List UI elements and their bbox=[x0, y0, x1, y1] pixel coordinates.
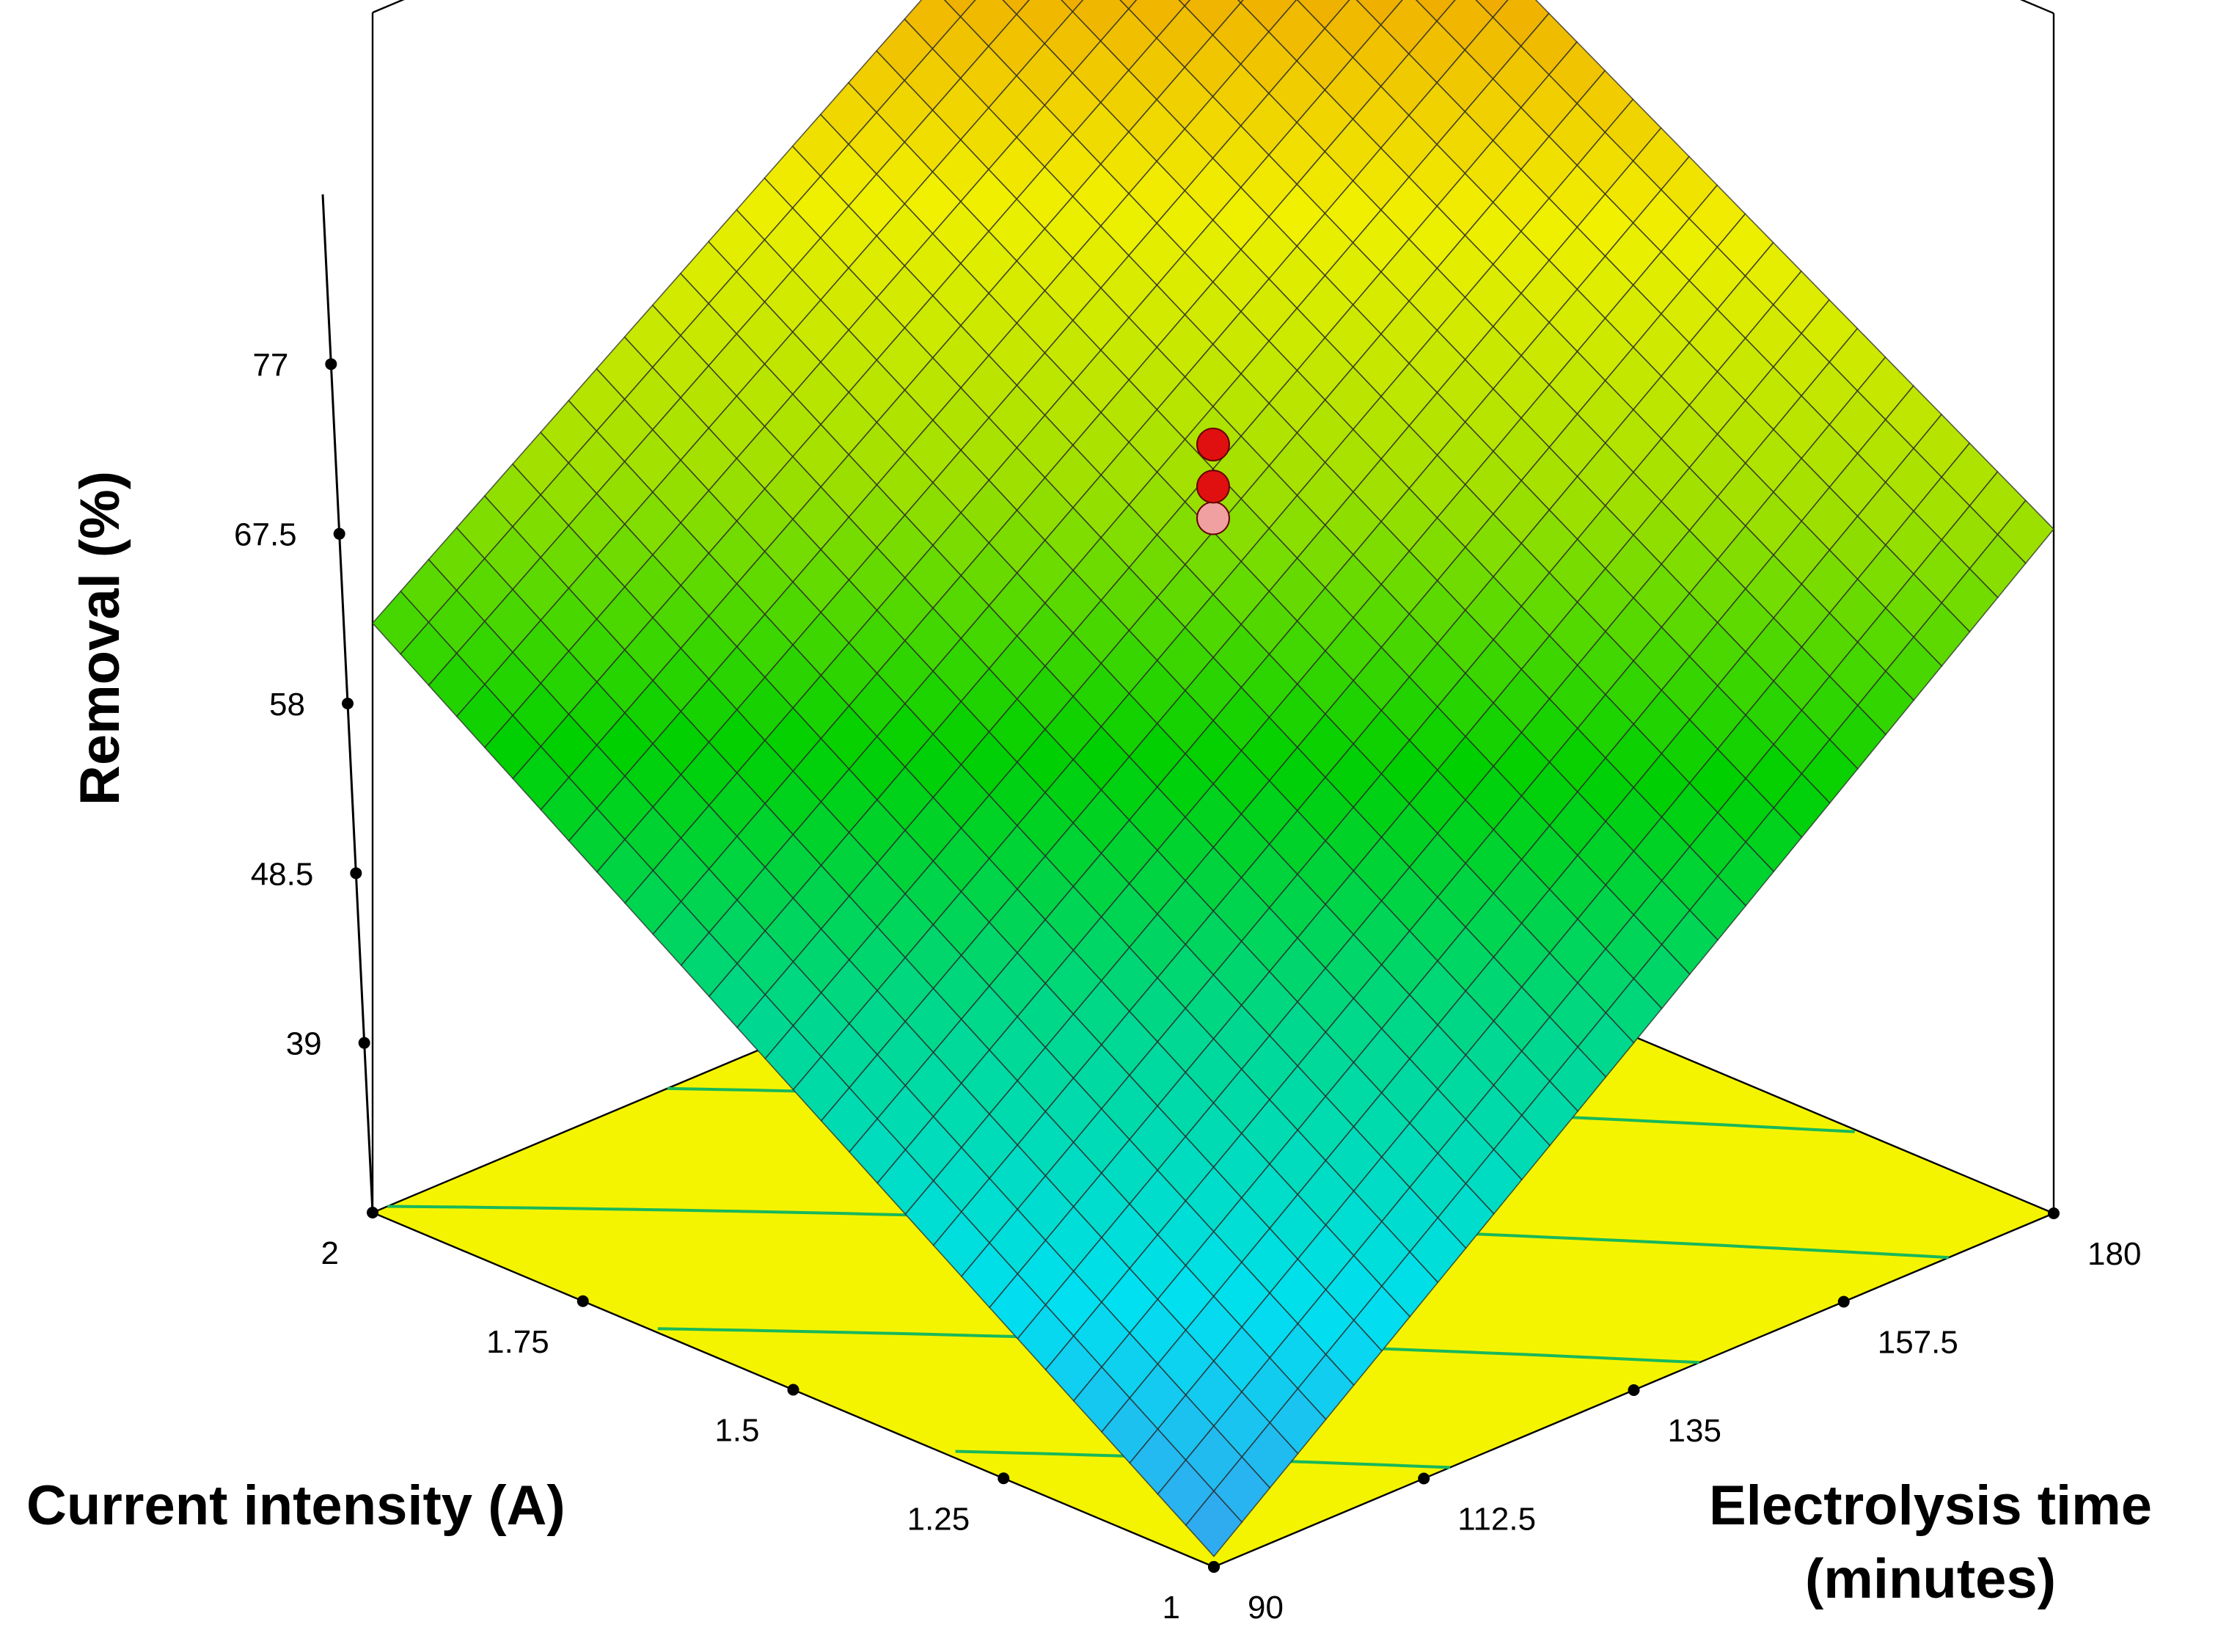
design-point bbox=[1196, 469, 1230, 504]
x-tick-mark bbox=[998, 1472, 1010, 1485]
y-axis-title: Electrolysis time (minutes) bbox=[1709, 1474, 2152, 1610]
z-tick-mark bbox=[358, 1037, 370, 1049]
y-tick-label: 135 bbox=[1668, 1413, 1721, 1449]
surface-cell bbox=[943, 0, 976, 18]
y-tick-label: 180 bbox=[2087, 1236, 2141, 1272]
x-tick-label: 2 bbox=[321, 1235, 339, 1271]
z-tick-mark bbox=[350, 867, 362, 880]
y-tick-mark bbox=[1208, 1561, 1220, 1573]
x-tick-label: 1.5 bbox=[714, 1413, 759, 1449]
surface-cell bbox=[1185, 1490, 1243, 1557]
x-tick-mark bbox=[367, 1207, 378, 1218]
y-axis-title-line: Electrolysis time bbox=[1709, 1474, 2152, 1537]
design-point bbox=[1196, 427, 1230, 461]
y-tick-label: 90 bbox=[1248, 1590, 1284, 1626]
design-point bbox=[1196, 501, 1230, 536]
z-tick-label: 58 bbox=[269, 687, 305, 723]
z-tick-label: 67.5 bbox=[234, 517, 297, 553]
y-tick-label: 112.5 bbox=[1457, 1502, 1536, 1538]
x-axis-title: Current intensity (A) bbox=[26, 1474, 566, 1537]
z-tick-label: 48.5 bbox=[251, 856, 314, 892]
design-points bbox=[1196, 427, 1230, 536]
y-tick-mark bbox=[1628, 1384, 1640, 1396]
z-axis-title: Removal (%) bbox=[69, 471, 131, 805]
surface-cell bbox=[1060, 0, 1084, 13]
y-tick-label: 157.5 bbox=[1878, 1325, 1958, 1361]
x-tick-mark bbox=[577, 1295, 589, 1307]
z-tick-mark bbox=[342, 698, 354, 709]
z-tick-label: 39 bbox=[286, 1026, 322, 1062]
x-tick-label: 1.75 bbox=[486, 1324, 549, 1360]
y-tick-mark bbox=[1418, 1472, 1430, 1485]
axis-ticks: 39 48.5 58 67.5 77 2 1.75 1.5 1.25 1 90 112.5 135 157… bbox=[234, 347, 2141, 1626]
response-surface bbox=[371, 0, 2055, 1557]
surface-cell bbox=[1475, 0, 1509, 18]
x-tick-label: 1.25 bbox=[907, 1501, 970, 1537]
surface-cell bbox=[1178, 0, 1191, 7]
surface-cell bbox=[1002, 0, 1031, 15]
y-tick-mark bbox=[2048, 1207, 2060, 1219]
z-tick-mark bbox=[325, 358, 337, 370]
surface-cell bbox=[1119, 0, 1138, 10]
z-tick-label: 77 bbox=[252, 347, 288, 383]
x-tick-label: 1 bbox=[1163, 1590, 1180, 1626]
x-tick-mark bbox=[787, 1384, 799, 1396]
z-tick-mark bbox=[333, 527, 345, 540]
y-tick-mark bbox=[1837, 1295, 1850, 1308]
y-axis-title-line: (minutes) bbox=[1805, 1548, 2056, 1610]
